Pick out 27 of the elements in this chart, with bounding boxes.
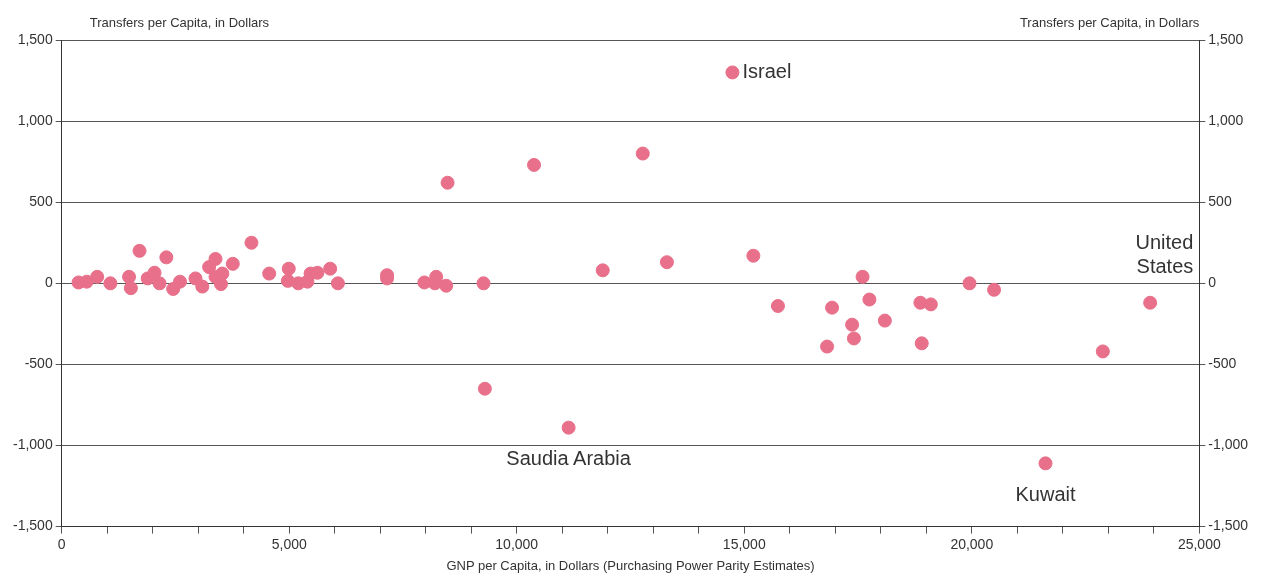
y-tick-label: 1,000 — [17, 111, 53, 128]
x-tick-label: 15,000 — [722, 535, 766, 552]
annotation: Israel — [742, 59, 792, 82]
y2-tick-label: -1,000 — [1208, 436, 1249, 453]
y-tick-label: -1,500 — [12, 517, 53, 534]
x-axis-title: GNP per Capita, in Dollars (Purchasing Power Parity Estimates) — [446, 557, 815, 573]
y-tick-label: 500 — [29, 193, 53, 210]
y2-tick-label: 1,500 — [1208, 30, 1244, 47]
y2-tick-label: 0 — [1208, 274, 1217, 291]
x-tick-label: 0 — [57, 535, 66, 552]
x-tick-label: 25,000 — [1177, 535, 1221, 552]
annotation: United States — [1135, 230, 1194, 277]
y2-tick-label: -1,500 — [1208, 517, 1249, 534]
y-tick-label: -1,000 — [12, 436, 53, 453]
y2-tick-label: 500 — [1208, 193, 1232, 210]
y2-tick-label: -500 — [1208, 355, 1237, 372]
y-axis-title: Transfers per Capita, in Dollars — [89, 15, 270, 31]
y-tick-label: -500 — [24, 355, 53, 372]
y-tick-label: 1,500 — [17, 30, 53, 47]
x-tick-label: 10,000 — [495, 535, 539, 552]
x-tick-label: 20,000 — [950, 535, 994, 552]
annotation: Kuwait — [1015, 482, 1076, 505]
x-tick-label: 5,000 — [271, 535, 307, 552]
annotation: Saudia Arabia — [506, 447, 632, 470]
y-tick-label: 0 — [44, 274, 53, 291]
y2-axis-title: Transfers per Capita, in Dollars — [1019, 15, 1200, 31]
y2-tick-label: 1,000 — [1208, 111, 1244, 128]
